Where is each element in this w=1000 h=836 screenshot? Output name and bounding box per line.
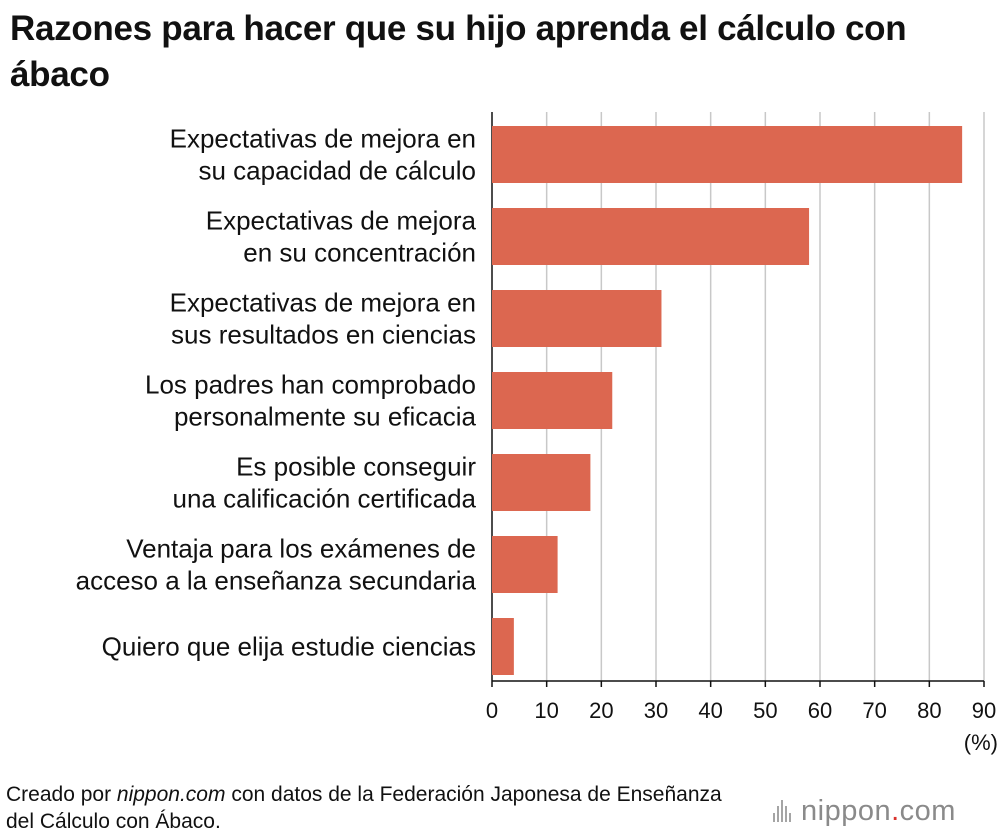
category-label: Ventaja para los exámenes de	[126, 534, 476, 564]
category-label: Los padres han comprobado	[145, 370, 476, 400]
logo-tld: com	[899, 794, 956, 827]
x-tick-label: 90	[972, 698, 996, 723]
category-label: Expectativas de mejora en	[170, 288, 476, 318]
category-label: una calificación certificada	[173, 484, 477, 514]
logo-name: nippon	[801, 794, 892, 827]
x-tick-label: 30	[644, 698, 668, 723]
source-suffix: con datos de la Federación Japonesa de E…	[6, 783, 722, 833]
nippon-logo: nippon.com	[773, 795, 956, 828]
source-prefix: Creado por	[6, 783, 117, 806]
bar	[492, 290, 662, 347]
category-label: Es posible conseguir	[236, 452, 476, 482]
bar	[492, 536, 558, 593]
category-label: Quiero que elija estudie ciencias	[102, 632, 476, 662]
category-label: Expectativas de mejora	[206, 206, 477, 236]
category-label: en su concentración	[243, 238, 476, 268]
x-tick-label: 80	[917, 698, 941, 723]
chart-title: Razones para hacer que su hijo aprenda e…	[10, 9, 907, 94]
x-axis-unit-label: (%)	[964, 730, 998, 755]
bar	[492, 126, 963, 183]
x-tick-label: 0	[486, 698, 498, 723]
source-note: Creado por nippon.com con datos de la Fe…	[6, 781, 746, 835]
x-tick-label: 10	[534, 698, 558, 723]
x-tick-label: 70	[862, 698, 886, 723]
bar	[492, 454, 591, 511]
logo-wordmark: nippon.com	[801, 795, 956, 828]
category-label: su capacidad de cálculo	[198, 156, 476, 186]
bar	[492, 208, 810, 265]
category-label: sus resultados en ciencias	[171, 320, 476, 350]
x-tick-label: 20	[589, 698, 613, 723]
bar-chart: 0 10 20 30 40 50 60 70 80 90 (%) Expectativas de me…	[76, 112, 998, 755]
bar	[492, 618, 514, 675]
bar	[492, 372, 613, 429]
logo-dot: .	[891, 794, 900, 827]
source-site: nippon.com	[116, 783, 226, 806]
category-label: Expectativas de mejora en	[170, 124, 476, 154]
category-label: personalmente su eficacia	[174, 402, 477, 432]
category-label: acceso a la enseñanza secundaria	[76, 566, 477, 596]
logo-bars-icon	[773, 800, 793, 822]
x-tick-label: 50	[753, 698, 777, 723]
x-tick-label: 60	[808, 698, 832, 723]
x-tick-label: 40	[698, 698, 722, 723]
